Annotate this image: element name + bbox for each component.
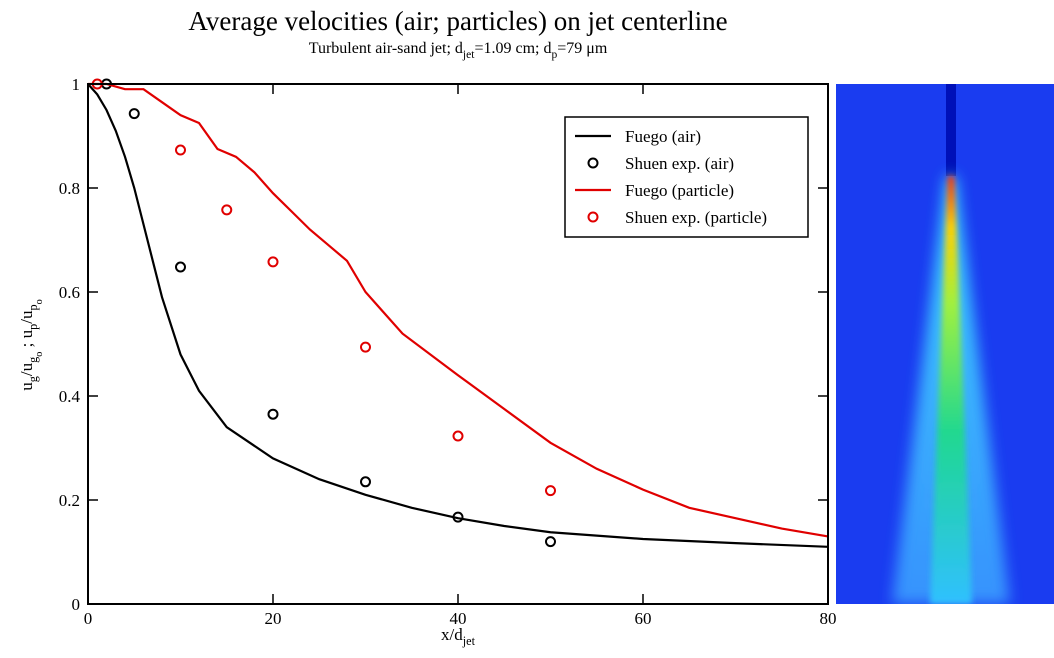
text-part: =1.09 cm; d — [474, 40, 551, 57]
x-axis-label: x/djet — [441, 625, 476, 648]
text-part: p — [26, 324, 40, 330]
data-point — [360, 476, 371, 488]
text-part: g — [26, 357, 40, 363]
text-part: o — [34, 352, 45, 357]
y-tick-label: 1 — [72, 75, 81, 94]
text-part: g — [26, 376, 40, 382]
data-line — [88, 82, 829, 538]
data-point — [175, 144, 186, 156]
x-tick-label: 0 — [84, 609, 93, 628]
text-part: p — [551, 49, 557, 61]
legend-swatch — [587, 157, 599, 169]
plot-frame — [87, 83, 829, 605]
text-part: p — [26, 304, 40, 310]
data-point — [545, 485, 556, 497]
data-point — [175, 261, 186, 273]
y-tick-label: 0.4 — [59, 387, 81, 406]
data-point — [360, 341, 371, 353]
x-tick-label: 20 — [265, 609, 282, 628]
data-line — [87, 83, 829, 548]
y-tick-label: 0.2 — [59, 491, 80, 510]
text-part: x/d — [441, 625, 463, 644]
legend-label: Fuego (air) — [625, 127, 701, 146]
text-part: jet — [462, 634, 476, 648]
jet-image — [836, 84, 1054, 604]
data-point — [545, 536, 556, 548]
text-part: o — [34, 299, 45, 304]
legend-label: Shuen exp. (particle) — [625, 208, 767, 227]
text-part: u — [17, 382, 36, 391]
x-tick-label: 60 — [635, 609, 652, 628]
y-tick-label: 0.8 — [59, 179, 80, 198]
legend-label: Fuego (particle) — [625, 181, 734, 200]
y-tick-label: 0.6 — [59, 283, 80, 302]
chart-title: Average velocities (air; particles) on j… — [188, 6, 727, 36]
text-part: ; u — [17, 329, 36, 351]
legend-label: Shuen exp. (air) — [625, 154, 734, 173]
x-tick-label: 40 — [450, 609, 467, 628]
chart-subtitle: Turbulent air-sand jet; djet=1.09 cm; dp… — [309, 40, 608, 61]
text-part: /u — [17, 362, 36, 376]
legend-swatch — [587, 211, 599, 223]
data-point — [452, 430, 464, 442]
data-point — [267, 256, 279, 268]
y-tick-label: 0 — [72, 595, 81, 614]
x-tick-label: 80 — [820, 609, 837, 628]
y-axis-label: ug/ugo ; up/upo — [17, 299, 45, 390]
data-point — [267, 408, 279, 420]
text-part: =79 μm — [557, 40, 608, 57]
text-part: jet — [462, 49, 475, 61]
data-point — [221, 204, 233, 216]
data-point — [452, 511, 464, 523]
text-part: /u — [17, 310, 36, 324]
text-part: Turbulent air-sand jet; d — [309, 40, 463, 57]
data-point — [128, 108, 140, 120]
